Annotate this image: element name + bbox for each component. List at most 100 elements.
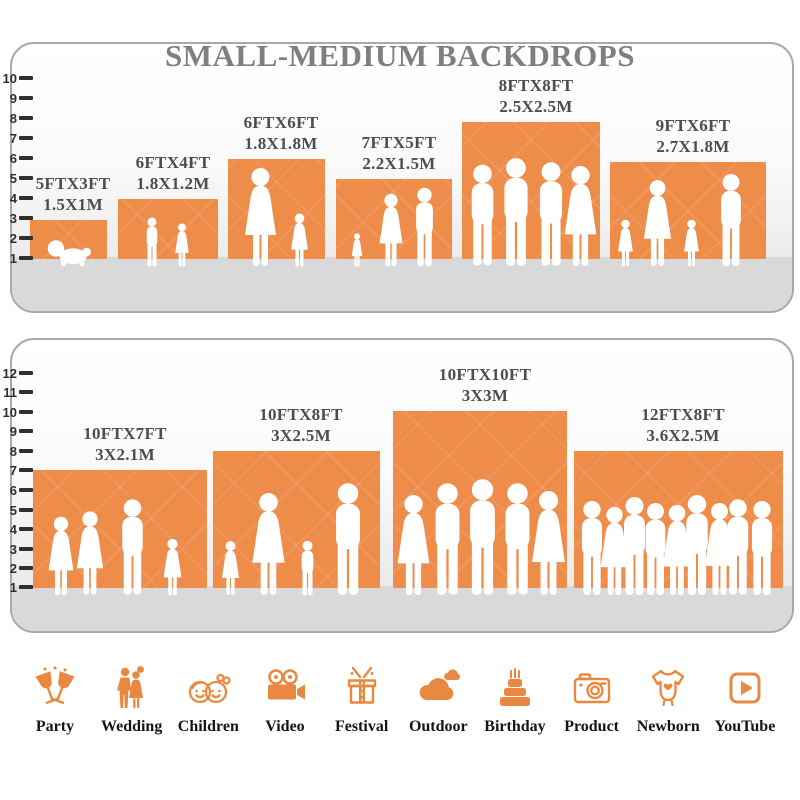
tick-dash (19, 76, 33, 80)
tick-dash (19, 527, 33, 531)
bar-label-12ftx8ft: 12FTX8FT 3.6X2.5M (641, 405, 725, 445)
tick-dash (19, 156, 33, 160)
product-icon (573, 673, 610, 704)
category-label: Festival (334, 718, 389, 735)
tick-dash (19, 508, 33, 512)
people-silhouette (397, 479, 565, 595)
people-silhouette (351, 187, 433, 267)
category-newborn: Newborn (635, 664, 701, 736)
category-label: YouTube (714, 718, 776, 735)
tick-dash (19, 371, 33, 375)
ruler-tick-7: 7 (0, 130, 33, 146)
ruler2-tick-4: 4 (0, 521, 33, 537)
bar-label-5ftx3ft: 5FTX3FT 1.5X1M (35, 174, 111, 214)
category-label: Wedding (100, 718, 163, 735)
category-children: Children (175, 664, 241, 736)
category-birthday: Birthday (482, 664, 548, 736)
tick-dash (19, 468, 33, 472)
tick-dash (19, 410, 33, 414)
tick-dash (19, 585, 33, 589)
tick-dash (19, 96, 33, 100)
ruler-tick-2: 2 (0, 230, 33, 246)
ruler-tick-3: 3 (0, 210, 33, 226)
ruler2-tick-7: 7 (0, 462, 33, 478)
tick-dash (19, 176, 33, 180)
bar-5ftx3ft (30, 220, 107, 267)
people-silhouette (618, 173, 741, 267)
ruler2-tick-12: 12 (0, 365, 33, 381)
tick-dash (19, 429, 33, 433)
bar-label-6ftx4ft: 6FTX4FT 1.8X1.2M (135, 153, 211, 193)
tick-dash (19, 136, 33, 140)
bar-label-9ftx6ft: 9FTX6FT 2.7X1.8M (655, 116, 731, 156)
ruler2-tick-5: 5 (0, 502, 33, 518)
tick-dash (19, 488, 33, 492)
bar-8ftx8ft (462, 122, 600, 266)
tick-dash (19, 256, 33, 260)
bar-12ftx8ft (574, 451, 783, 596)
ruler2-tick-2: 2 (0, 560, 33, 576)
category-label: Newborn (636, 718, 700, 735)
category-festival: Festival (329, 664, 395, 736)
tick-dash (19, 566, 33, 570)
children-icon (189, 673, 231, 704)
ruler2-tick-3: 3 (0, 541, 33, 557)
birthday-icon (499, 668, 530, 706)
ruler2-tick-11: 11 (0, 384, 33, 400)
category-label: Children (177, 718, 239, 735)
wedding-icon (116, 666, 144, 708)
youtube-icon (729, 672, 761, 704)
category-label: Birthday (484, 718, 546, 735)
bar-label-10ftx8ft: 10FTX8FT 3X2.5M (259, 405, 343, 445)
category-wedding: Wedding (99, 664, 165, 736)
ruler-tick-5: 5 (0, 170, 33, 186)
tick-dash (19, 390, 33, 394)
ruler-tick-1: 1 (0, 250, 33, 266)
ruler2-tick-10: 10 (0, 404, 33, 420)
people-silhouette (48, 499, 182, 596)
category-youtube: YouTube (712, 664, 778, 736)
tick-dash (19, 449, 33, 453)
ruler2-tick-6: 6 (0, 482, 33, 498)
bar-10ftx7ft (33, 470, 207, 596)
bar-6ftx4ft (118, 199, 218, 267)
festival-icon (347, 666, 376, 704)
category-row: Party Wedding (22, 664, 778, 736)
bar-10ftx10ft (393, 411, 567, 595)
tick-dash (19, 116, 33, 120)
category-label: Outdoor (408, 718, 468, 735)
tick-dash (19, 216, 33, 220)
tick-dash (19, 196, 33, 200)
bar-label-8ftx8ft: 8FTX8FT 2.5X2.5M (498, 76, 574, 116)
tick-dash (19, 547, 33, 551)
floor-strip (12, 257, 792, 311)
bar-label-10ftx7ft: 10FTX7FT 3X2.1M (83, 424, 167, 464)
ruler-tick-10: 10 (0, 70, 33, 86)
newborn-icon (652, 669, 685, 707)
ruler-tick-9: 9 (0, 90, 33, 106)
category-party: Party (22, 664, 88, 736)
bar-label-7ftx5ft: 7FTX5FT 2.2X1.5M (361, 133, 437, 173)
ruler-tick-4: 4 (0, 190, 33, 206)
ruler2-tick-9: 9 (0, 423, 33, 439)
people-silhouette (47, 240, 91, 267)
category-video: Video (252, 664, 318, 736)
ruler-tick-6: 6 (0, 150, 33, 166)
bar-label-10ftx10ft: 10FTX10FT 3X3M (438, 365, 532, 405)
bar-7ftx5ft (336, 179, 452, 267)
bar-9ftx6ft (610, 162, 766, 267)
party-icon (35, 666, 75, 704)
outdoor-icon (419, 669, 461, 700)
bar-10ftx8ft (213, 451, 380, 596)
category-label: Product (564, 718, 619, 735)
category-outdoor: Outdoor (405, 664, 471, 736)
bar-label-6ftx6ft: 6FTX6FT 1.8X1.8M (243, 113, 319, 153)
bar-6ftx6ft (228, 159, 325, 267)
people-silhouette (581, 495, 772, 596)
category-product: Product (559, 664, 625, 736)
category-label: Video (265, 718, 305, 735)
ruler-tick-8: 8 (0, 110, 33, 126)
video-icon (267, 669, 305, 700)
category-label: Party (35, 718, 75, 735)
